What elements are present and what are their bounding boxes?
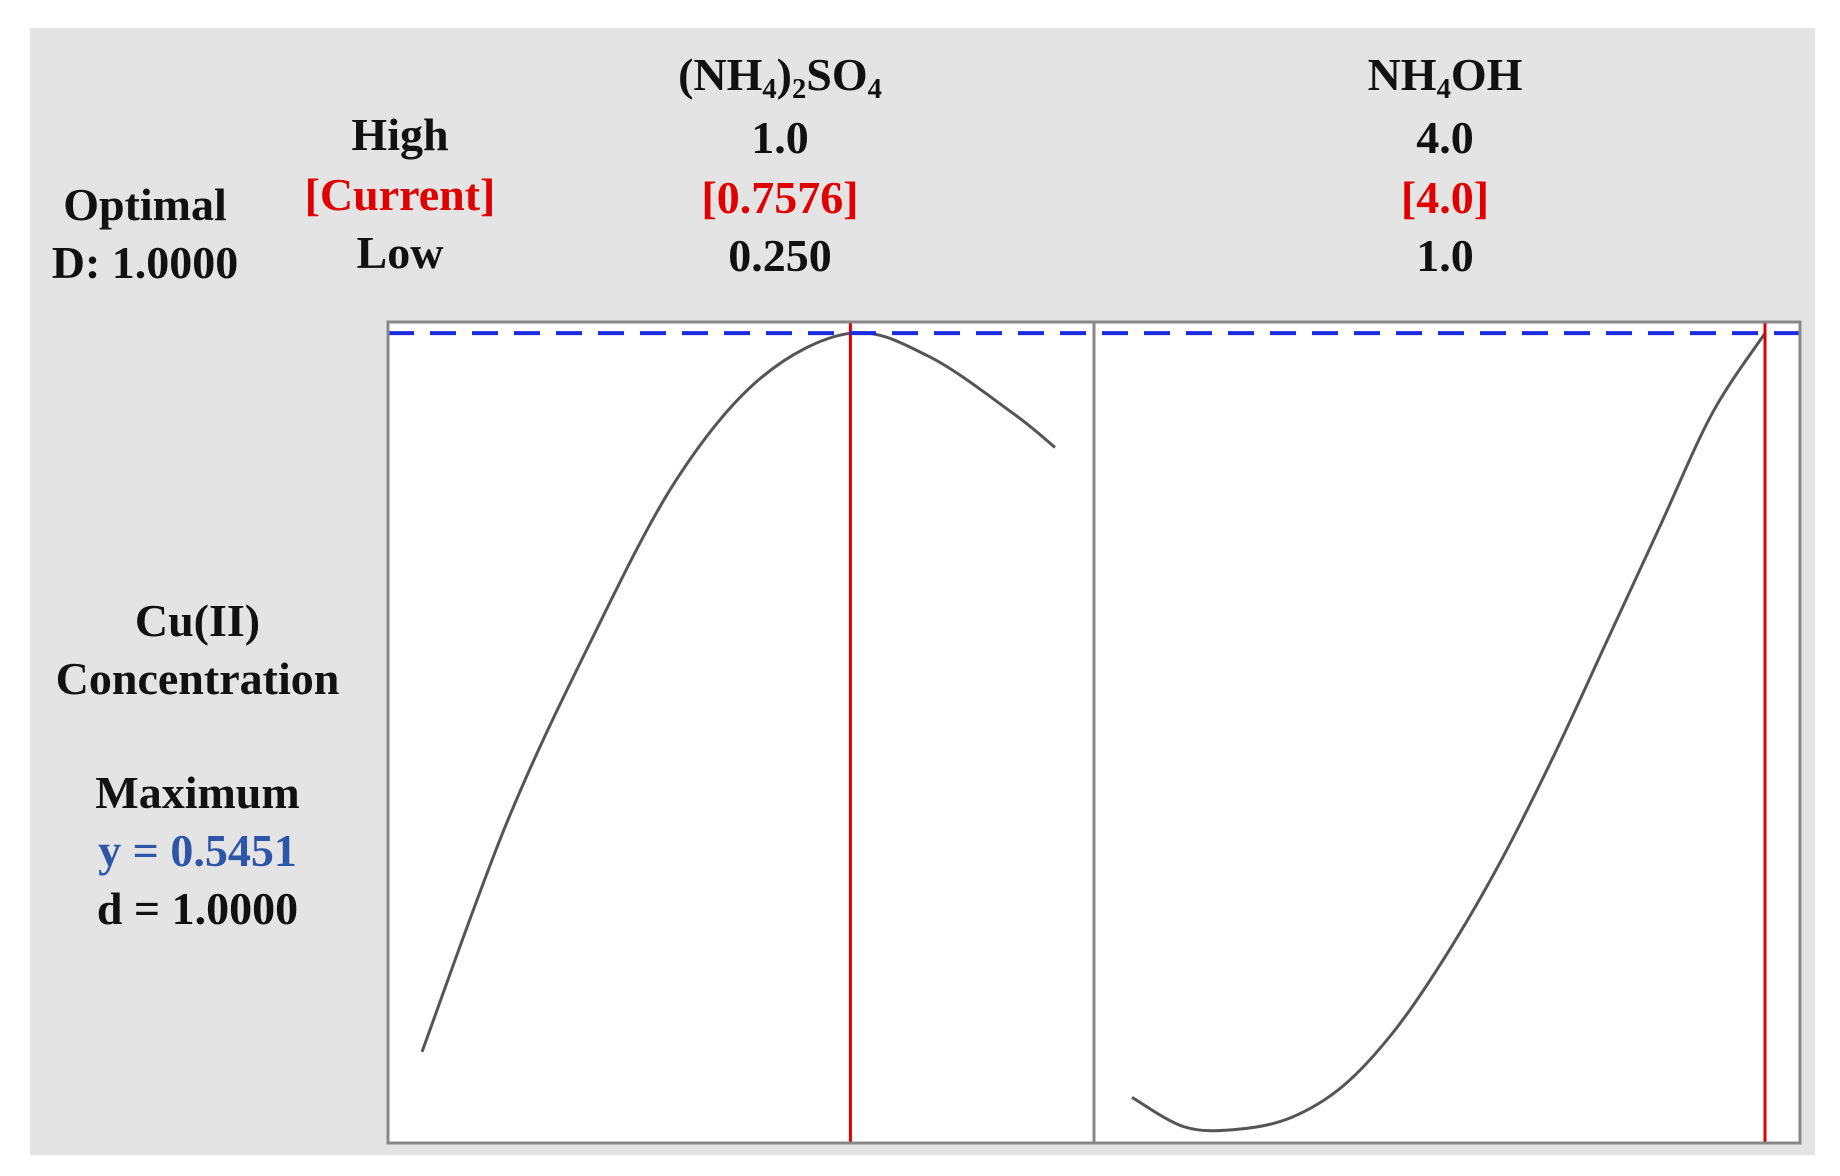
factor-2-high: 4.0 (1416, 112, 1474, 163)
response-d-value: d = 1.0000 (96, 883, 299, 934)
factor-1-low: 0.250 (728, 230, 832, 281)
row-label-low: Low (356, 227, 444, 278)
response-goal: Maximum (95, 767, 300, 818)
factor-2-low: 1.0 (1416, 230, 1474, 281)
factor-1-current: [0.7576] (701, 172, 859, 223)
response-name-line1: Cu(II) (134, 595, 261, 646)
factor-1-name: (NH4)2SO4 (678, 49, 882, 105)
factor-1-high: 1.0 (751, 112, 809, 163)
factor-2-name: NH4OH (1367, 49, 1523, 105)
response-name-line2: Concentration (55, 653, 340, 704)
response-curve-1 (420, 331, 1056, 1053)
composite-desirability: D: 1.0000 (51, 237, 239, 288)
factor-2-current: [4.0] (1400, 172, 1490, 223)
row-label-current: [Current] (304, 169, 496, 220)
optimal-label: Optimal (63, 179, 227, 230)
response-y-value: y = 0.5451 (98, 825, 297, 876)
row-label-high: High (351, 109, 449, 160)
response-curve-2 (1131, 332, 1767, 1133)
